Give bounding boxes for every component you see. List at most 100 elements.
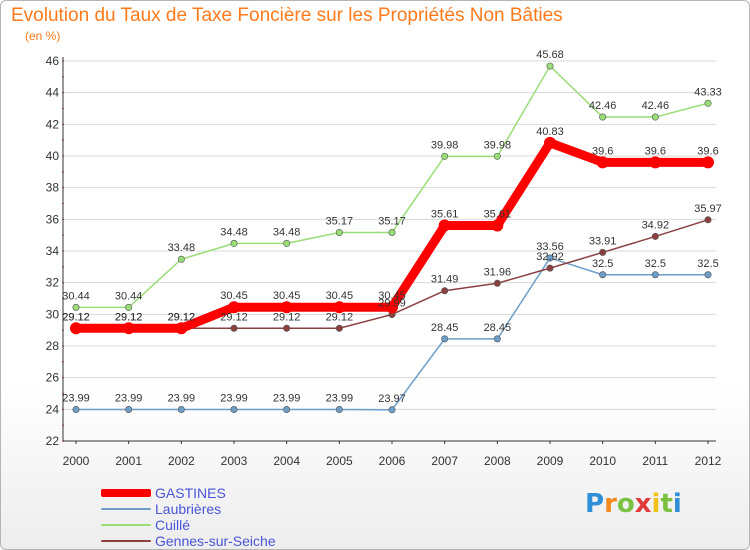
- legend: GASTINES Laubrières Cuillé Gennes-sur-Seich…: [101, 485, 276, 549]
- data-point: [493, 279, 501, 287]
- data-label: 31.96: [484, 266, 512, 278]
- x-tick-label: 2010: [589, 454, 616, 468]
- y-tick-label: 34: [46, 244, 60, 258]
- data-point: [177, 255, 185, 263]
- data-label: 34.92: [642, 219, 670, 231]
- data-label: 23.99: [115, 392, 143, 404]
- data-point: [546, 264, 554, 272]
- data-point: [228, 301, 240, 314]
- y-tick-label: 22: [46, 434, 60, 448]
- data-point: [122, 322, 135, 335]
- logo-letter: x: [634, 489, 652, 519]
- data-label: 39.98: [431, 139, 459, 151]
- data-point: [177, 405, 185, 413]
- data-label: 43.33: [694, 86, 722, 98]
- data-point: [335, 324, 343, 332]
- data-label: 34.48: [220, 226, 248, 238]
- legend-label: GASTINES: [155, 485, 226, 501]
- legend-label: Cuillé: [155, 517, 191, 533]
- data-point: [280, 301, 293, 314]
- data-label: 33.48: [168, 242, 196, 254]
- data-label: 29.12: [115, 311, 143, 323]
- data-point: [493, 152, 501, 160]
- legend-item: Cuillé: [101, 517, 276, 533]
- data-point: [283, 405, 291, 413]
- data-label: 29.12: [115, 311, 143, 323]
- data-label: 34.48: [273, 226, 301, 238]
- x-tick-label: 2006: [379, 454, 406, 468]
- data-label: 28.45: [484, 322, 512, 334]
- y-tick-label: 36: [46, 212, 60, 226]
- data-point: [438, 219, 451, 232]
- x-tick-label: 2002: [168, 454, 195, 468]
- data-point: [546, 62, 554, 70]
- data-label: 32.5: [697, 258, 718, 270]
- data-label: 32.5: [592, 258, 613, 270]
- y-tick-label: 40: [46, 149, 60, 163]
- data-point: [335, 405, 343, 413]
- axis-layer: 22 24 26 28 30 32 34 36 38 40 42 44 46 2000 2001 2002 20…: [46, 54, 722, 468]
- data-label: 30.45: [273, 290, 301, 302]
- data-label: 39.98: [484, 139, 512, 151]
- x-tick-label: 2008: [484, 454, 511, 468]
- data-label: 39.6: [645, 145, 666, 157]
- x-tick-label: 2009: [537, 454, 564, 468]
- data-point: [72, 405, 80, 413]
- logo-letter: o: [616, 489, 635, 519]
- data-label: 39.6: [592, 145, 613, 157]
- data-point: [546, 254, 554, 262]
- data-point: [333, 301, 346, 314]
- data-label: 28.45: [431, 322, 459, 334]
- legend-label: Gennes-sur-Seiche: [155, 533, 276, 549]
- data-label: 23.99: [273, 392, 301, 404]
- data-point: [70, 322, 82, 335]
- data-label: 40.83: [536, 126, 564, 138]
- x-tick-label: 2005: [326, 454, 353, 468]
- data-label: 23.99: [326, 392, 354, 404]
- data-label: 29.12: [326, 311, 354, 323]
- data-label: 45.68: [536, 49, 564, 61]
- data-label: 29.12: [62, 311, 90, 323]
- data-point: [704, 99, 712, 107]
- data-label: 35.97: [694, 203, 722, 215]
- grid-layer: [63, 60, 716, 410]
- data-point: [491, 219, 504, 232]
- data-label: 32.92: [536, 251, 564, 263]
- line-chart: 22 24 26 28 30 32 34 36 38 40 42 44 46 2000 2001 2002 20…: [46, 49, 722, 468]
- data-label: 30.44: [62, 290, 90, 302]
- data-point: [651, 271, 659, 279]
- data-label: 29.12: [62, 311, 90, 323]
- data-label: 30.44: [115, 290, 143, 302]
- y-tick-label: 42: [46, 117, 60, 131]
- data-label: 35.17: [326, 215, 354, 227]
- data-point: [596, 156, 609, 169]
- series-line-laubri-res: [75, 257, 709, 411]
- data-label: 33.91: [589, 235, 617, 247]
- legend-swatch: [101, 524, 151, 526]
- data-point: [651, 113, 659, 121]
- data-label: 29.12: [168, 311, 196, 323]
- data-point: [441, 152, 449, 160]
- data-point: [175, 322, 188, 335]
- data-point: [283, 239, 291, 247]
- data-label: 30.45: [326, 290, 354, 302]
- data-point: [335, 228, 343, 236]
- x-tick-label: 2003: [221, 454, 248, 468]
- data-label: 29.12: [220, 311, 248, 323]
- data-point: [441, 335, 449, 343]
- x-tick-label: 2000: [63, 454, 90, 468]
- y-tick-label: 46: [46, 54, 60, 68]
- data-label: 35.61: [431, 209, 459, 221]
- logo-letter: P: [585, 489, 605, 519]
- data-label: 29.12: [168, 311, 196, 323]
- data-point: [283, 324, 291, 332]
- y-tick-label: 28: [46, 339, 60, 353]
- data-point: [493, 335, 501, 343]
- data-point: [704, 216, 712, 224]
- data-label: 35.17: [378, 215, 406, 227]
- data-point: [388, 228, 396, 236]
- data-point: [125, 405, 133, 413]
- data-point: [599, 248, 607, 256]
- data-point: [441, 287, 449, 295]
